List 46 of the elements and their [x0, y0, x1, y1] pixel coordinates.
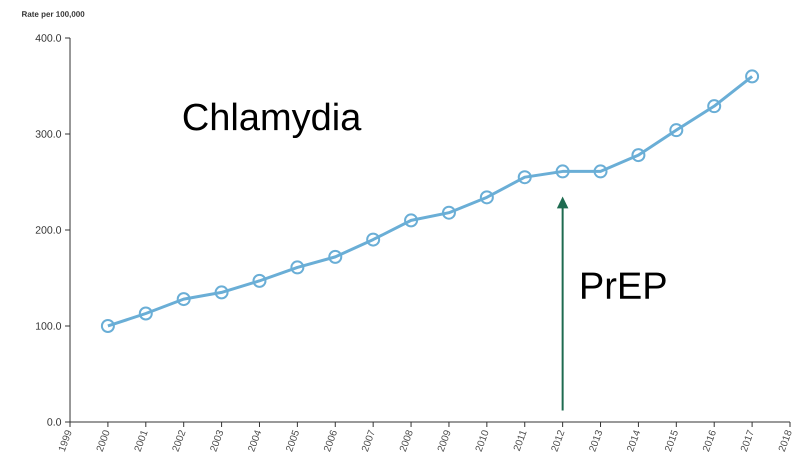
x-tick-label: 2003: [210, 430, 223, 452]
y-tick-label: 0.0: [47, 418, 62, 426]
x-tick-label: 2010: [475, 430, 488, 452]
point: [480, 190, 494, 204]
x-tick-label: 2004: [248, 430, 262, 452]
x-tick-label: 2012: [551, 430, 564, 452]
x-tick-label: 2007: [362, 430, 374, 452]
x-tick-label: 2008: [400, 430, 412, 452]
annotation: PrEP: [582, 272, 666, 299]
x-tick-label: 2005: [286, 430, 299, 452]
y-tick-label: 400.0: [35, 34, 62, 42]
x-tick-label: 2002: [172, 430, 186, 452]
x-tick-label: 2017: [740, 430, 754, 452]
point: [138, 306, 153, 321]
y-tick-label: 300.0: [36, 130, 62, 138]
point: [214, 285, 229, 300]
x-tick-label: 2001: [134, 431, 148, 452]
x-tick-label: 2009: [438, 430, 450, 452]
x-tick-label: 2011: [514, 431, 527, 452]
x-tick-label: 2013: [589, 430, 602, 452]
point: [100, 318, 115, 333]
x-tick-label: 2006: [324, 430, 337, 452]
x-tick-label: 2000: [96, 430, 110, 452]
point: [669, 123, 684, 138]
x-tick-label: 2016: [702, 430, 716, 452]
point: [328, 250, 342, 264]
point: [252, 274, 266, 288]
x-tick-label: 2014: [627, 430, 640, 452]
point: [442, 206, 456, 220]
point: [594, 164, 608, 178]
point: [518, 170, 532, 184]
point: [631, 148, 646, 162]
y-axis-title: Rate per 100,000: [22, 11, 84, 18]
text: Chlamydia: [184, 102, 362, 138]
x-tick-label: 2018: [778, 430, 792, 452]
y-tick-label: 100.0: [36, 322, 62, 330]
point: [290, 260, 304, 274]
point: [404, 213, 418, 228]
point: [707, 99, 722, 114]
point: [366, 232, 380, 247]
point: [176, 292, 191, 306]
x-tick-label: 1999: [58, 430, 72, 452]
point: [556, 164, 570, 178]
y-tick-label: 200.0: [36, 226, 62, 234]
x-tick-label: 2015: [664, 430, 678, 452]
point: [745, 69, 760, 84]
